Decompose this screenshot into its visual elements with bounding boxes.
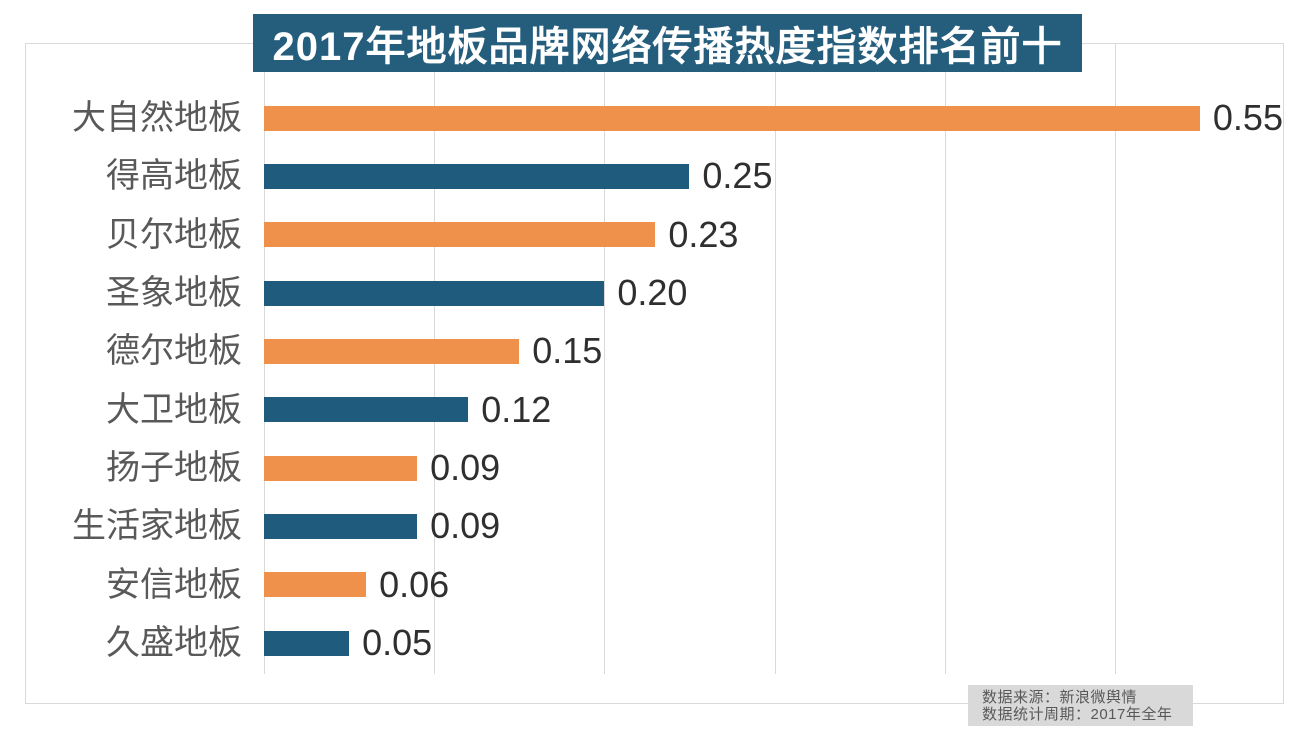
category-label: 大卫地板 <box>106 390 242 429</box>
source-note-line2: 数据统计周期：2017年全年 <box>982 706 1173 723</box>
source-note-line1: 数据来源：新浪微舆情 <box>982 689 1138 706</box>
category-label: 贝尔地板 <box>106 215 242 254</box>
bar <box>264 630 350 656</box>
category-label: 德尔地板 <box>106 332 242 371</box>
chart-title-banner: 2017年地板品牌网络传播热度指数排名前十 <box>253 14 1082 72</box>
source-note: 数据来源：新浪微舆情 数据统计周期：2017年全年 <box>968 685 1193 726</box>
value-label: 0.25 <box>702 155 773 197</box>
bar <box>264 222 656 248</box>
bar <box>264 163 690 189</box>
value-label: 0.55 <box>1212 97 1283 138</box>
category-label: 安信地板 <box>106 565 242 604</box>
category-label: 生活家地板 <box>72 507 242 546</box>
value-label: 0.09 <box>430 447 501 489</box>
value-label: 0.15 <box>532 330 603 372</box>
value-label: 0.23 <box>668 213 739 255</box>
bar <box>264 105 1200 131</box>
bar <box>264 513 418 539</box>
gridline <box>604 44 606 674</box>
gridline <box>944 44 946 674</box>
gridline <box>774 44 776 674</box>
gridline <box>1114 44 1116 674</box>
category-label: 久盛地板 <box>106 624 242 663</box>
category-label: 圣象地板 <box>106 274 242 313</box>
value-label: 0.06 <box>379 563 450 605</box>
bar <box>264 338 520 364</box>
category-label: 大自然地板 <box>72 99 242 137</box>
value-label: 0.12 <box>481 388 552 430</box>
bar <box>264 572 367 598</box>
bar <box>264 280 605 306</box>
value-label: 0.20 <box>617 272 688 314</box>
category-label: 得高地板 <box>106 157 242 196</box>
chart-title: 2017年地板品牌网络传播热度指数排名前十 <box>272 25 1063 69</box>
bar <box>264 397 469 423</box>
category-label: 扬子地板 <box>106 449 242 488</box>
value-label: 0.05 <box>362 622 433 664</box>
value-label: 0.09 <box>430 505 501 547</box>
bar <box>264 455 418 481</box>
